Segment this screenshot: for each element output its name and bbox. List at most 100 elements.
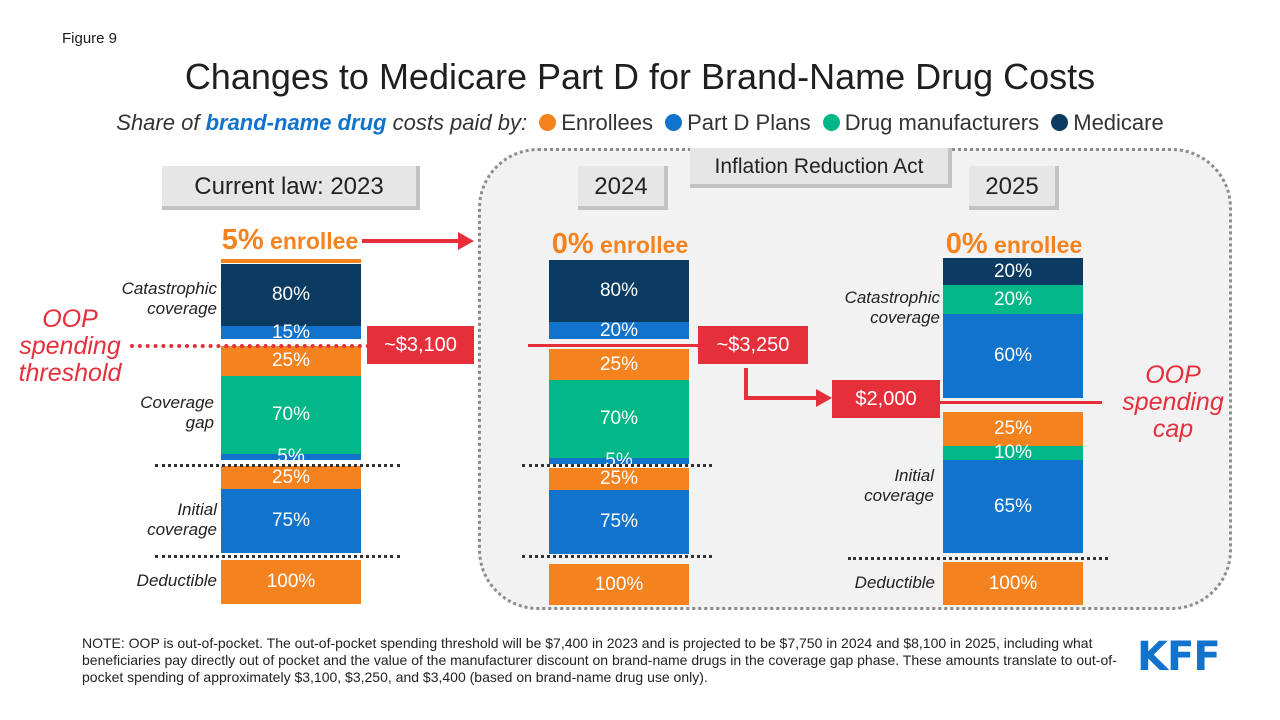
bar-segment: 70% <box>549 380 689 458</box>
legend-label: Medicare <box>1073 110 1164 135</box>
divider-deductible-2023 <box>155 555 400 558</box>
bar-2025: 20% 20% 60% 25% 10% 65% 100% <box>943 258 1083 605</box>
phase-label-gap-2023: Coverage gap <box>140 393 214 432</box>
legend-suffix: costs paid by: <box>392 110 528 135</box>
bar-segment: 80% <box>549 260 689 322</box>
legend-prefix: Share of <box>116 110 200 135</box>
bar-segment: 65% <box>943 460 1083 553</box>
enrollee-pct: 5% <box>221 224 264 256</box>
enrollee-pct: 0% <box>945 228 988 260</box>
bar-segment-label: 60% <box>993 345 1033 366</box>
bar-segment-label: 75% <box>599 511 639 532</box>
bar-segment <box>221 259 361 263</box>
legend-dot-medicare <box>1051 114 1069 131</box>
ira-label: Inflation Reduction Act <box>690 148 952 188</box>
bar-segment-label: 20% <box>993 260 1033 282</box>
bar-2024: 80% 20% 25% 70% 5% 25% 75% 100% <box>549 260 689 605</box>
bar-segment-label: 65% <box>993 495 1033 517</box>
kff-logo: KFF <box>1137 634 1221 680</box>
bar-segment: 25% <box>221 466 361 489</box>
legend-item-manufacturers: Drug manufacturers <box>822 110 1040 135</box>
bar-segment-label: 80% <box>599 280 639 301</box>
legend-dot-manufacturers <box>822 114 840 131</box>
enrollee-word: enrollee <box>270 228 359 254</box>
cap-line-2025 <box>936 401 1102 404</box>
divider-deductible-2024 <box>522 555 712 558</box>
oop-threshold-label: OOP spending threshold <box>18 305 122 387</box>
legend: Share of brand-name drug costs paid by: … <box>0 110 1280 136</box>
enrollee-word: enrollee <box>994 232 1083 258</box>
bar-segment-label: 75% <box>271 510 311 531</box>
bar-segment-label: 20% <box>599 319 639 341</box>
bar-segment: 25% <box>549 349 689 380</box>
bar-segment-label: 25% <box>271 466 311 488</box>
bar-segment: 100% <box>549 564 689 605</box>
bar-segment-label: 15% <box>271 321 311 343</box>
enrollee-share-2023: 5% enrollee <box>200 224 380 257</box>
phase-label-initial-2023: Initial coverage <box>147 500 217 539</box>
phase-label-deductible-2023: Deductible <box>136 571 217 590</box>
column-tag-2023: Current law: 2023 <box>162 166 420 210</box>
legend-item-medicare: Medicare <box>1051 110 1164 135</box>
bar-segment-label: 25% <box>993 418 1033 439</box>
bar-segment: 25% <box>549 468 689 490</box>
legend-label: Drug manufacturers <box>844 110 1040 135</box>
bar-segment: 25% <box>943 412 1083 446</box>
bar-segment: 60% <box>943 314 1083 398</box>
chart-title: Changes to Medicare Part D for Brand-Nam… <box>184 56 1096 97</box>
bar-segment-label: 25% <box>271 350 311 371</box>
legend-highlight: brand-name drug <box>205 110 387 135</box>
divider-initial-gap-2024 <box>522 464 712 467</box>
bar-segment: 75% <box>221 489 361 553</box>
cap-box-2025: $2,000 <box>832 380 940 418</box>
enrollee-pct: 0% <box>551 228 594 260</box>
bar-segment-label: 25% <box>599 353 639 375</box>
legend-label: Enrollees <box>561 110 653 135</box>
bar-segment: 80% <box>221 264 361 326</box>
bar-segment-label: 70% <box>599 408 639 429</box>
bar-segment: 70% <box>221 376 361 454</box>
phase-label-initial-2025: Initial coverage <box>864 466 934 505</box>
legend-dot-plans <box>665 114 683 131</box>
bar-segment: 20% <box>943 285 1083 314</box>
bar-segment-label: 100% <box>594 573 644 595</box>
bar-segment-label: 10% <box>993 442 1033 463</box>
bar-segment: 25% <box>221 346 361 376</box>
bar-segment-label: 100% <box>266 571 316 592</box>
divider-deductible-2025 <box>848 557 1108 560</box>
legend-label: Part D Plans <box>687 110 811 135</box>
threshold-box-2023: ~$3,100 <box>367 326 474 364</box>
figure-label: Figure 9 <box>62 30 118 47</box>
bar-segment: 10% <box>943 442 1083 463</box>
bar-segment: 15% <box>221 322 361 343</box>
bar-segment-label: 100% <box>988 572 1038 594</box>
column-tag-2024: 2024 <box>578 166 668 210</box>
phase-label-catastrophic-2023: Catastrophic coverage <box>121 279 217 318</box>
bar-segment: 75% <box>549 490 689 554</box>
arrow-2023-to-2024 <box>362 232 474 250</box>
divider-initial-gap-2023 <box>155 464 400 467</box>
legend-item-enrollees: Enrollees <box>539 110 653 135</box>
bar-segment-label: 70% <box>271 404 311 425</box>
bar-segment-label: 80% <box>271 284 311 305</box>
enrollee-share-2025: 0% enrollee <box>924 228 1104 261</box>
threshold-dotted-line-2023 <box>130 344 370 348</box>
threshold-box-2024: ~$3,250 <box>698 326 808 364</box>
bar-segment: 20% <box>943 258 1083 285</box>
bar-segment: 100% <box>943 562 1083 605</box>
bar-segment: 100% <box>221 560 361 604</box>
phase-label-deductible-2025: Deductible <box>854 573 935 592</box>
footnote: NOTE: OOP is out-of-pocket. The out-of-p… <box>82 635 1117 685</box>
bar-segment-label: 20% <box>993 288 1033 310</box>
enrollee-word: enrollee <box>600 232 689 258</box>
bar-segment-label: 5% <box>277 446 305 467</box>
oop-cap-label: OOP spending cap <box>1122 361 1224 443</box>
arrow-2024-to-2025 <box>744 368 832 407</box>
bar-2023: 80% 15% 25% 70% 5% 25% 75% 100% <box>221 259 361 604</box>
column-tag-2025: 2025 <box>969 166 1059 210</box>
bar-segment: 20% <box>549 319 689 341</box>
enrollee-share-2024: 0% enrollee <box>530 228 710 261</box>
bar-segment-label: 25% <box>599 468 639 489</box>
bar-segment: 5% <box>221 446 361 467</box>
